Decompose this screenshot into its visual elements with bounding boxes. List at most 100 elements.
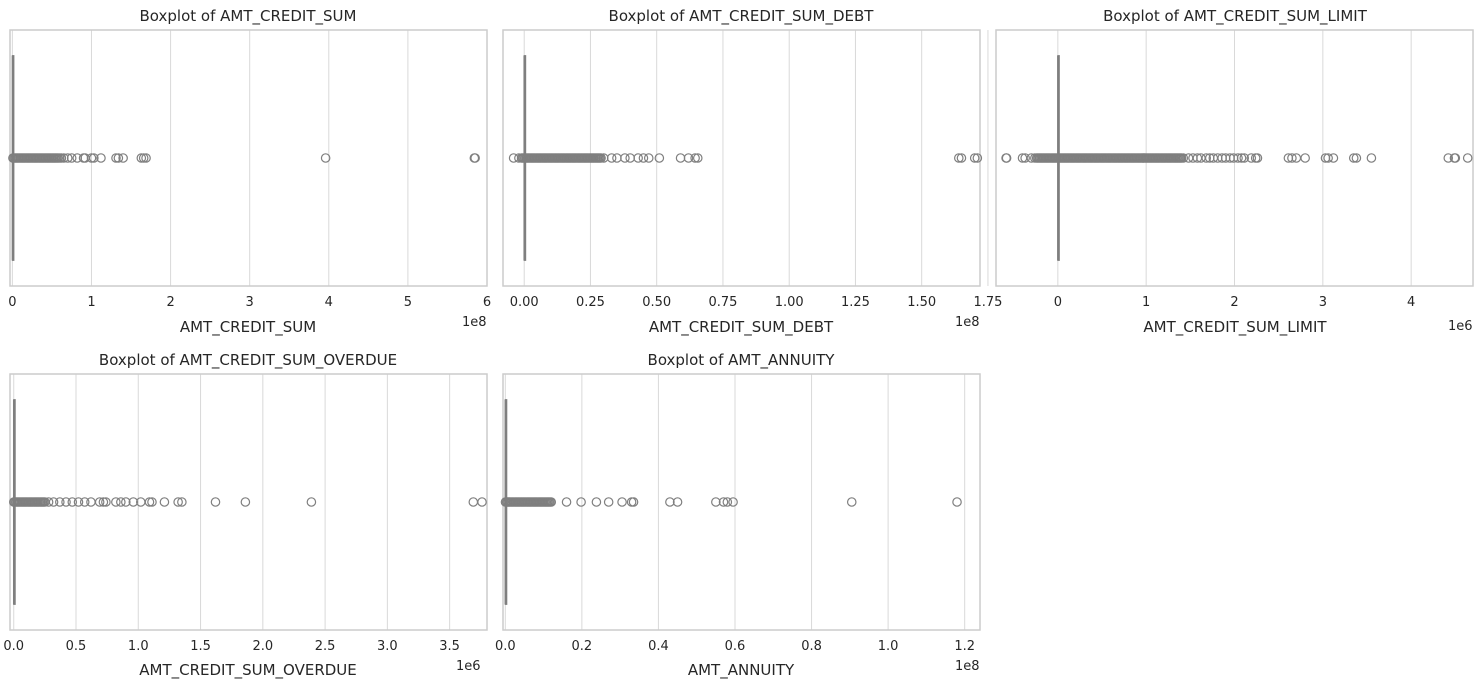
plot-area: 0.0 0.5 1.0 1.5 2.0 2.5 3.0 3.5	[3, 373, 488, 654]
x-tick-label: 0.00	[510, 295, 539, 310]
x-tick-label: 1.0	[128, 639, 149, 654]
outlier-point	[546, 497, 557, 507]
outlier-point	[1450, 153, 1461, 163]
outlier-point	[306, 497, 317, 507]
outlier-point	[177, 497, 187, 507]
outlier-point	[1300, 153, 1310, 163]
plot-area: 0.00 0.25 0.50 0.75 1.00 1.25 1.50 1.75	[502, 29, 1002, 310]
outlier-point	[113, 153, 124, 163]
x-tick-label: 6	[483, 295, 491, 310]
outlier-point	[1026, 153, 1037, 163]
outlier-point	[48, 497, 59, 507]
subplot-amt-annuity: 0.0 0.2 0.4 0.6 0.8 1.0 1.2 Boxplot of AMT_ANN…	[495, 351, 981, 680]
outlier-point	[468, 497, 479, 507]
x-tick-label: 0	[1054, 295, 1062, 310]
outlier-point	[606, 153, 617, 163]
outlier-point	[1351, 153, 1362, 163]
outlier-point	[620, 153, 630, 163]
outlier-point	[972, 153, 983, 163]
subplot-amt-credit-sum-limit: 0 1 2 3 4 Boxplot of AMT_CREDIT_SUM_LIMIT AM…	[995, 7, 1474, 337]
outlier-point	[1287, 153, 1297, 163]
outlier-point	[210, 497, 221, 507]
outlier-point	[62, 153, 73, 163]
outlier-point	[1443, 153, 1454, 163]
outlier-point	[116, 497, 126, 507]
x-tick-label: 0.2	[572, 639, 593, 654]
x-tick-label: 0.4	[648, 639, 669, 654]
outlier-point	[846, 497, 857, 507]
plot-area: 0.0 0.2 0.4 0.6 0.8 1.0 1.2	[495, 373, 981, 654]
outlier-point	[61, 497, 71, 507]
x-tick-label: 1.50	[907, 295, 936, 310]
outlier-point	[1348, 153, 1359, 163]
outlier-point	[638, 153, 649, 163]
x-tick-label: 1.2	[954, 639, 975, 654]
outlier-point	[628, 497, 639, 507]
x-tick-label: 0.25	[576, 295, 605, 310]
outlier-point	[96, 153, 106, 163]
outlier-point	[111, 153, 121, 163]
outlier-point	[55, 497, 65, 507]
outlier-point	[79, 497, 90, 507]
axes-frame	[995, 29, 1474, 287]
outlier-point	[118, 153, 128, 163]
outlier-point	[514, 153, 524, 163]
axes-frame	[502, 373, 981, 631]
x-tick-label: 0.0	[3, 639, 24, 654]
x-tick-label: 0.5	[66, 639, 87, 654]
outlier-point	[98, 497, 109, 507]
outlier-point	[625, 153, 635, 163]
outlier-point	[722, 497, 733, 507]
outlier-point	[147, 497, 157, 507]
outlier-point	[612, 153, 622, 163]
x-tick-label: 0.75	[708, 295, 737, 310]
outlier-point	[1236, 153, 1247, 163]
outlier-point	[141, 153, 151, 163]
outlier-point	[1462, 153, 1473, 163]
x-tick-label: 5	[404, 295, 412, 310]
outlier-point	[617, 497, 627, 507]
outlier-point	[1233, 153, 1243, 163]
outlier-point	[66, 153, 77, 163]
outlier-point	[86, 153, 97, 163]
x-tick-label: 3.5	[439, 639, 460, 654]
x-axis-label: AMT_ANNUITY	[688, 661, 795, 680]
outlier-point	[591, 497, 602, 507]
x-tick-label: 3	[1319, 295, 1327, 310]
outlier-point	[128, 497, 139, 507]
x-tick-label: 1.0	[878, 639, 899, 654]
x-tick-label: 0	[8, 295, 16, 310]
outlier-point	[683, 153, 694, 163]
outlier-point	[953, 153, 964, 163]
outlier-point	[67, 497, 78, 507]
x-tick-label: 2.5	[315, 639, 336, 654]
x-tick-label: 0.50	[642, 295, 671, 310]
outlier-point	[633, 153, 643, 163]
subplot-amt-credit-sum-debt: 0.00 0.25 0.50 0.75 1.00 1.25 1.50 1.75 Boxplot…	[502, 7, 1002, 337]
outlier-point	[94, 497, 105, 507]
plot-area: 0 1 2 3 4 5 6	[8, 29, 491, 310]
outlier-point	[718, 497, 729, 507]
outlier-point	[1366, 153, 1377, 163]
subplot-title: Boxplot of AMT_ANNUITY	[648, 351, 836, 370]
outlier-point	[728, 497, 738, 507]
subplot-title: Boxplot of AMT_CREDIT_SUM_DEBT	[609, 7, 875, 26]
outlier-point	[665, 497, 675, 507]
axis-offset-text: 1e8	[955, 659, 980, 674]
outlier-point	[1178, 153, 1189, 163]
x-tick-label: 1	[1142, 295, 1150, 310]
outlier-point	[111, 497, 121, 507]
x-tick-label: 1.25	[841, 295, 870, 310]
x-tick-label: 3.0	[377, 639, 398, 654]
x-tick-label: 1	[87, 295, 95, 310]
outlier-point	[956, 153, 967, 163]
outlier-point	[596, 153, 606, 163]
subplot-title: Boxplot of AMT_CREDIT_SUM_LIMIT	[1103, 7, 1368, 26]
outlier-point	[136, 153, 147, 163]
axis-offset-text: 1e8	[462, 315, 487, 330]
x-tick-label: 2.0	[252, 639, 273, 654]
outlier-point	[711, 497, 721, 507]
outlier-point	[692, 153, 703, 163]
subplot-title: Boxplot of AMT_CREDIT_SUM_OVERDUE	[99, 351, 397, 370]
